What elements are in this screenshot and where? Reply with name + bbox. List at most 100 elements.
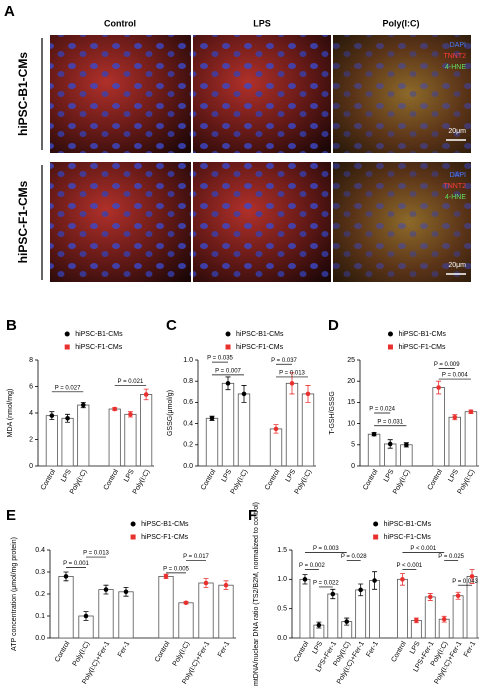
bar xyxy=(108,408,121,467)
legend-marker xyxy=(130,521,136,527)
y-tick-label: 0.4 xyxy=(35,547,45,554)
y-tick-label: 0.5 xyxy=(277,606,287,613)
panel-letter: A xyxy=(4,3,15,20)
y-tick-label: 10 xyxy=(347,420,355,427)
p-value: P = 0.024 xyxy=(369,407,395,413)
y-tick-label: 0.2 xyxy=(183,442,193,449)
legend-marker xyxy=(387,331,393,337)
bar xyxy=(118,591,134,639)
stain-label: 4-HNE xyxy=(445,64,466,71)
error-bar xyxy=(441,615,447,623)
y-tick-label: 4 xyxy=(29,410,33,417)
x-tick-label: Fer-1 xyxy=(463,640,477,658)
x-tick-label: LPS xyxy=(447,468,460,483)
bar xyxy=(98,589,114,639)
micrograph-nuclei xyxy=(193,162,331,282)
y-tick-label: 0 xyxy=(351,463,355,470)
error-bar xyxy=(65,413,71,423)
p-value: P = 0.021 xyxy=(118,379,144,385)
panel-letter: B xyxy=(6,317,17,334)
error-bar xyxy=(330,588,336,600)
x-tick-label: Control xyxy=(293,640,311,663)
error-bar xyxy=(436,380,442,395)
stain-label: TNNT2 xyxy=(443,53,466,60)
bar xyxy=(285,382,299,467)
x-tick-label: LPS xyxy=(221,468,234,483)
error-bar xyxy=(344,617,350,626)
bar xyxy=(466,576,478,639)
x-tick-label: LPS xyxy=(383,468,396,483)
bar xyxy=(448,416,461,467)
p-value: P = 0.004 xyxy=(442,373,468,379)
y-tick-label: 1.0 xyxy=(183,357,193,364)
legend-label: hiPSC-F1-CMs xyxy=(141,534,189,541)
x-tick-label: LPS xyxy=(312,640,325,655)
legend-label: hiPSC-F1-CMs xyxy=(75,344,123,351)
p-value: P = 0.035 xyxy=(207,356,233,362)
error-bar xyxy=(387,439,393,449)
error-bar xyxy=(143,388,149,401)
scale-label: 20μm xyxy=(448,128,466,135)
error-bar xyxy=(80,402,86,409)
error-bar xyxy=(112,407,118,411)
bar xyxy=(301,393,315,467)
y-tick-label: 0.6 xyxy=(183,399,193,406)
y-tick-label: 1.5 xyxy=(277,547,287,554)
x-tick-label: Control xyxy=(390,640,408,663)
error-bar xyxy=(468,409,474,414)
legend-label: hiPSC-F1-CMs xyxy=(236,344,284,351)
bar xyxy=(205,417,219,467)
error-bar xyxy=(103,584,109,595)
y-tick-label: 25 xyxy=(347,357,355,364)
p-value: P = 0.002 xyxy=(299,563,325,569)
p-value: P = 0.017 xyxy=(183,554,209,560)
micrograph-nuclei xyxy=(50,162,191,282)
error-bar xyxy=(452,414,458,421)
y-tick-label: 5 xyxy=(351,442,355,449)
error-bar xyxy=(358,583,364,597)
y-axis-label: ATP concentration (μmol/mg protein) xyxy=(11,537,18,651)
bar xyxy=(237,393,251,467)
legend-label: hiPSC-B1-CMs xyxy=(75,331,123,338)
bar xyxy=(327,593,339,639)
micrograph-nuclei xyxy=(193,35,331,153)
stain-label: TNNT2 xyxy=(443,183,466,190)
x-tick-label: Poly(I:C) xyxy=(172,640,192,667)
legend-marker xyxy=(64,331,70,337)
error-bar xyxy=(83,611,89,621)
legend-marker xyxy=(225,331,231,337)
bar xyxy=(269,428,283,467)
y-tick-label: 2 xyxy=(29,436,33,443)
error-bar xyxy=(399,573,405,586)
bar xyxy=(218,584,234,639)
legend-marker xyxy=(373,534,379,540)
legend-marker xyxy=(130,534,136,540)
y-tick-label: 0.8 xyxy=(183,378,193,385)
legend-marker xyxy=(64,344,70,350)
y-tick-label: 0.4 xyxy=(183,420,193,427)
y-axis-label: T-GSH/GSSG xyxy=(329,391,336,435)
legend-marker xyxy=(225,344,231,350)
y-tick-label: 0.0 xyxy=(183,463,193,470)
p-value: P = 0.005 xyxy=(163,566,189,572)
y-tick-label: 8 xyxy=(29,357,33,364)
bar xyxy=(367,433,381,467)
bar xyxy=(221,382,235,467)
x-tick-label: Fer-1 xyxy=(117,640,131,658)
panel-a: A Control LPS Poly(I:C) hiPSC-B1-CMs hiP… xyxy=(4,3,471,282)
micrograph-nuclei xyxy=(333,35,471,153)
error-bar xyxy=(372,571,378,590)
y-axis-label: mtDNA/nuclear DNA ratio (TS2/B2M, normal… xyxy=(253,502,260,686)
legend-label: hiPSC-B1-CMs xyxy=(384,521,432,528)
legend-label: hiPSC-F1-CMs xyxy=(398,344,446,351)
p-value: P = 0.027 xyxy=(55,385,81,391)
bar xyxy=(355,589,367,639)
micrograph-nuclei xyxy=(50,35,191,153)
panel-letter: F xyxy=(248,507,257,524)
error-bar xyxy=(49,411,55,421)
p-value: P = 0.022 xyxy=(313,581,339,587)
legend-label: hiPSC-B1-CMs xyxy=(398,331,446,338)
error-bar xyxy=(183,601,189,605)
error-bar xyxy=(123,587,129,597)
